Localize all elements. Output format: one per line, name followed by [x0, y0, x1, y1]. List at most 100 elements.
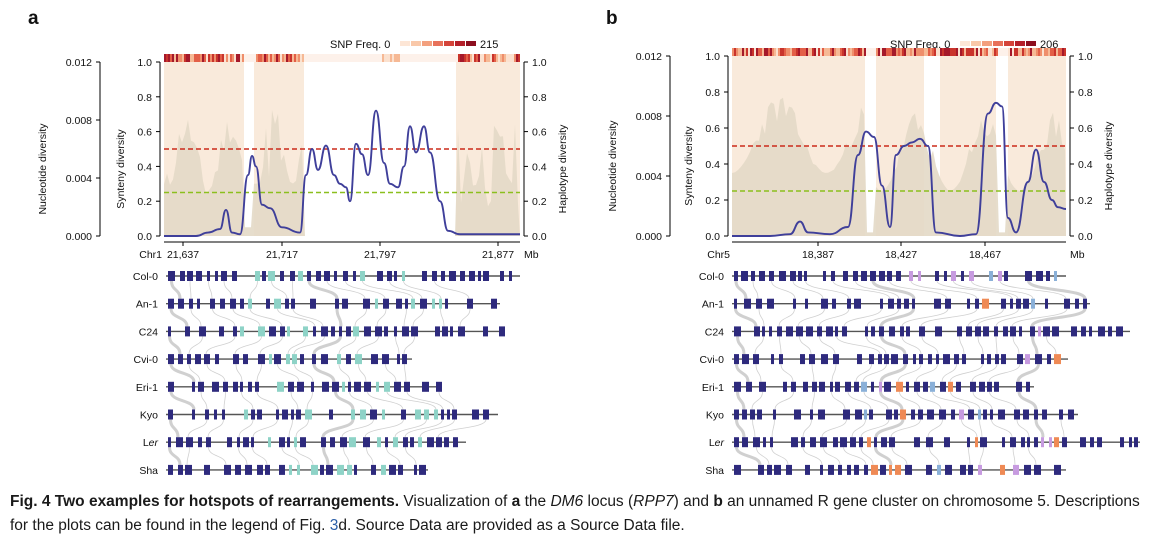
haplotype-axis-label: 0.8 — [1078, 87, 1093, 99]
synteny-connector — [281, 447, 300, 465]
gene-block — [826, 326, 833, 337]
gene-block — [500, 271, 504, 281]
gene-block — [1003, 326, 1008, 337]
snp-strip-cell — [790, 48, 792, 56]
gene-block — [279, 464, 285, 475]
snp-strip-cell — [996, 48, 998, 56]
synteny-connector — [252, 419, 278, 438]
snp-strip-cell — [366, 54, 368, 62]
snp-strip-cell — [344, 54, 346, 62]
gene-block — [337, 464, 344, 475]
synteny-connector — [235, 364, 243, 382]
snp-strip-cell — [426, 54, 428, 62]
gene-block — [192, 409, 195, 420]
snp-strip-cell — [196, 54, 198, 62]
gene-block — [240, 326, 244, 337]
synteny-connector — [170, 280, 182, 299]
synteny-connector — [995, 308, 1034, 327]
snp-strip-cell — [844, 48, 846, 56]
gene-block — [909, 271, 913, 281]
snp-strip-cell — [512, 54, 514, 62]
gene-block — [450, 326, 453, 337]
gene-block — [384, 381, 390, 392]
snp-strip-cell — [932, 48, 934, 56]
gene-block — [983, 409, 987, 420]
gene-block — [959, 409, 964, 420]
gene-block — [332, 381, 339, 392]
gene-block — [168, 298, 174, 309]
snp-strip-cell — [308, 54, 310, 62]
synteny-connector — [238, 419, 254, 438]
gene-block — [244, 409, 248, 420]
snp-strip-cell — [412, 54, 414, 62]
gene-block — [445, 298, 448, 309]
gene-block — [346, 326, 351, 337]
synteny-connector — [880, 335, 907, 355]
snp-strip-cell — [1012, 48, 1014, 56]
gene-block — [918, 271, 921, 281]
gene-block — [831, 271, 835, 281]
synteny-connector — [752, 419, 756, 438]
synteny-connector — [290, 391, 299, 410]
x-axis-tick-label: 18,467 — [969, 249, 1001, 261]
gene-block — [884, 381, 891, 392]
gene-block — [1002, 437, 1005, 448]
gene-block — [233, 354, 239, 365]
caption-fig-ref[interactable]: 3 — [329, 517, 339, 534]
snp-strip-cell — [226, 54, 228, 62]
gene-block — [178, 464, 183, 475]
synteny-connector — [831, 364, 837, 382]
gene-block — [734, 437, 739, 448]
gene-block — [269, 354, 272, 365]
synteny-connector — [292, 308, 324, 327]
snp-strip-cell — [1006, 48, 1008, 56]
snp-strip-cell — [744, 48, 746, 56]
synteny-connector — [321, 418, 355, 438]
snp-strip-cell — [986, 48, 988, 56]
gene-block — [205, 409, 209, 420]
synteny-connector — [967, 308, 1004, 327]
synteny-connector — [338, 364, 351, 382]
snp-strip-cell — [450, 54, 452, 62]
gene-block — [843, 271, 848, 281]
x-axis-chrom: Chr1 — [139, 249, 162, 261]
gene-block — [321, 326, 328, 337]
snp-strip-cell — [972, 48, 974, 56]
snp-strip-cell — [888, 48, 890, 56]
snp-strip-cell — [1032, 48, 1034, 56]
gene-block — [987, 381, 992, 392]
synteny-connector — [802, 419, 812, 438]
snp-strip-cell — [406, 54, 408, 62]
snp-strip-cell — [956, 48, 958, 56]
gene-block — [394, 381, 401, 392]
accession-label: An-1 — [136, 299, 158, 311]
synteny-connector — [818, 308, 850, 327]
x-axis-tick-label: 21,797 — [364, 249, 396, 261]
synteny-connector — [756, 447, 770, 465]
gene-block — [750, 409, 755, 420]
gene-block — [934, 298, 941, 309]
snp-strip-cell — [778, 48, 780, 56]
snp-strip-cell — [292, 54, 294, 62]
gene-block — [923, 381, 928, 392]
snp-strip-cell — [382, 54, 384, 62]
accession-label: Sha — [139, 465, 158, 477]
gene-block — [187, 354, 191, 365]
gene-block — [1014, 409, 1020, 420]
synteny-connector — [851, 419, 866, 438]
gene-block — [853, 271, 858, 281]
snp-strip-cell — [960, 48, 962, 56]
nucleotide-axis-label: 0.012 — [66, 57, 92, 69]
snp-strip-cell — [994, 48, 996, 56]
gene-block — [204, 464, 210, 475]
snp-strip-cell — [182, 54, 184, 62]
gene-block — [168, 271, 175, 281]
gene-block — [343, 271, 348, 281]
gene-block — [998, 409, 1005, 420]
gene-block — [296, 409, 301, 420]
synteny-connector — [890, 419, 921, 438]
snp-strip-cell — [902, 48, 904, 56]
synteny-connector — [735, 363, 750, 382]
haplotype-axis-label: 0.2 — [1078, 195, 1093, 207]
